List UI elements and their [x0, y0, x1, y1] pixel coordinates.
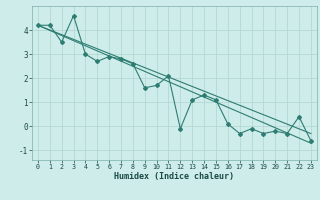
- X-axis label: Humidex (Indice chaleur): Humidex (Indice chaleur): [115, 172, 234, 181]
